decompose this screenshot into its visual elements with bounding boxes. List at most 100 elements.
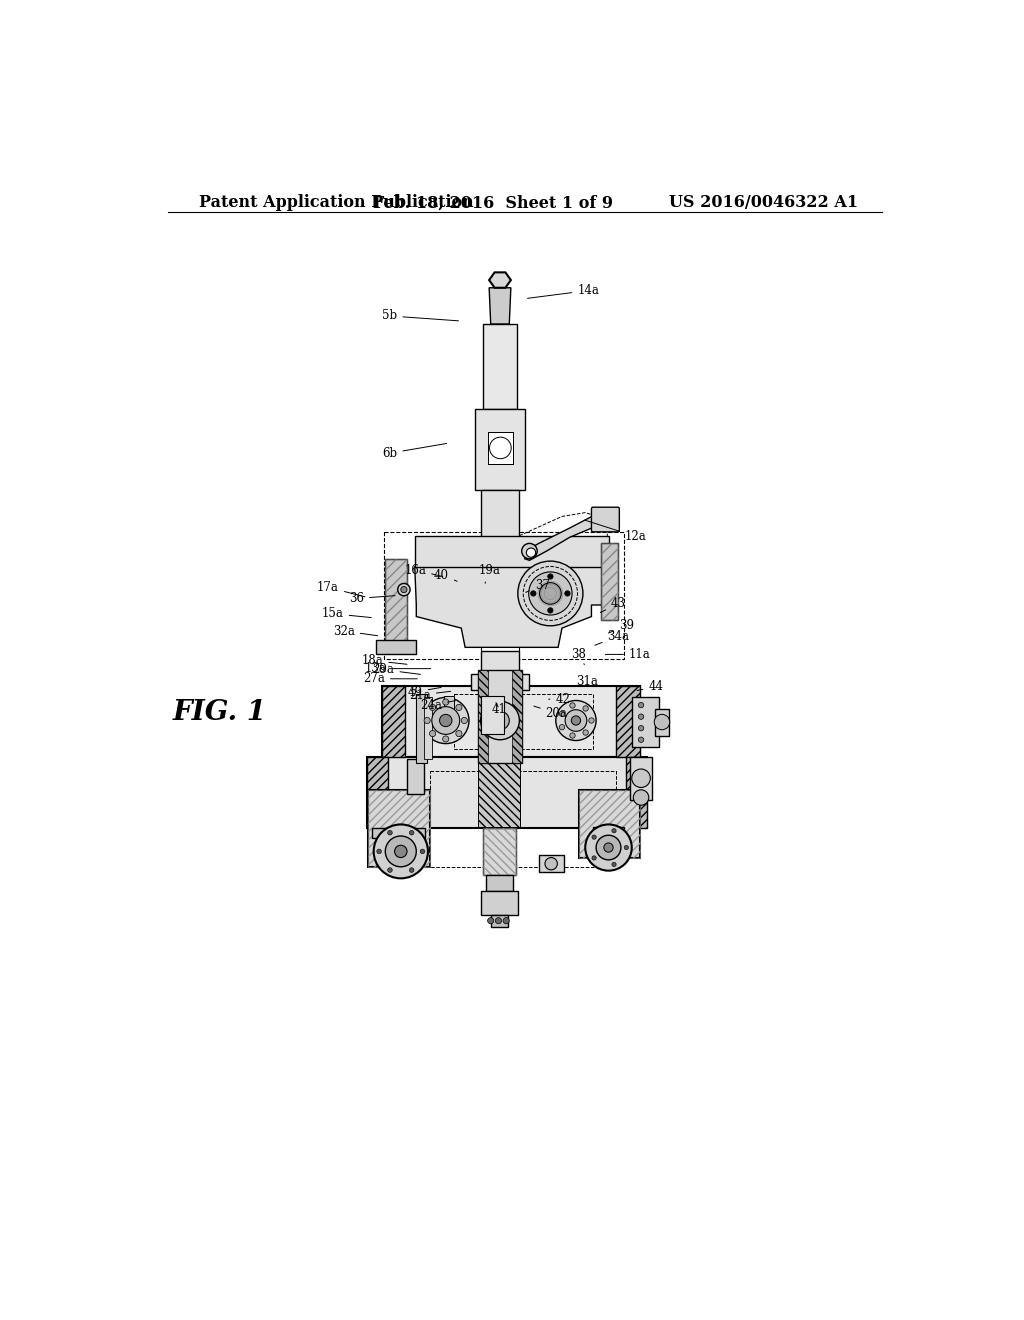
Bar	[478, 671, 487, 763]
Text: 29a: 29a	[373, 663, 421, 676]
Text: 31a: 31a	[567, 676, 598, 688]
Circle shape	[604, 843, 613, 853]
Circle shape	[569, 702, 575, 709]
Bar	[480, 651, 519, 675]
Circle shape	[589, 718, 594, 723]
Bar	[601, 544, 617, 620]
Bar	[382, 686, 640, 758]
Bar	[478, 759, 520, 826]
Bar	[367, 758, 388, 829]
Bar	[655, 709, 669, 737]
Bar	[424, 697, 432, 759]
Circle shape	[571, 715, 581, 725]
Circle shape	[496, 917, 502, 924]
Bar	[444, 696, 454, 719]
Circle shape	[456, 730, 462, 737]
Bar	[539, 855, 563, 873]
Circle shape	[633, 789, 649, 805]
Circle shape	[410, 830, 414, 836]
Circle shape	[596, 836, 621, 859]
Text: 5b: 5b	[382, 309, 459, 322]
Bar	[593, 826, 624, 850]
Circle shape	[638, 726, 644, 731]
Bar	[480, 696, 504, 734]
Circle shape	[461, 718, 467, 723]
Bar	[616, 686, 640, 758]
Circle shape	[559, 725, 564, 730]
Bar	[369, 789, 430, 867]
Text: 41: 41	[492, 702, 507, 715]
Circle shape	[638, 737, 644, 742]
Circle shape	[429, 730, 435, 737]
Text: 14a: 14a	[527, 284, 599, 298]
Circle shape	[374, 825, 428, 878]
Text: 17a: 17a	[317, 581, 365, 597]
Bar	[579, 789, 640, 858]
Bar	[512, 671, 521, 763]
Circle shape	[530, 591, 536, 597]
Bar	[417, 693, 427, 763]
Circle shape	[439, 714, 452, 726]
Circle shape	[638, 714, 644, 719]
Circle shape	[545, 858, 557, 870]
Bar	[480, 490, 519, 566]
Bar	[415, 536, 608, 566]
Circle shape	[559, 711, 564, 717]
Text: 40: 40	[434, 569, 457, 582]
Circle shape	[388, 867, 392, 873]
Circle shape	[518, 561, 583, 626]
Bar	[579, 789, 640, 858]
Circle shape	[556, 701, 596, 741]
Bar	[483, 829, 515, 874]
Circle shape	[456, 705, 462, 710]
Text: FIG. 1: FIG. 1	[172, 698, 266, 726]
Circle shape	[654, 714, 670, 730]
Circle shape	[548, 607, 553, 612]
Circle shape	[583, 730, 589, 735]
Bar	[486, 874, 513, 891]
Circle shape	[540, 582, 561, 605]
Text: 39: 39	[608, 619, 634, 634]
Circle shape	[611, 829, 616, 833]
Text: 34a: 34a	[595, 630, 630, 645]
Circle shape	[480, 701, 519, 739]
Bar	[490, 915, 508, 927]
Text: 38: 38	[571, 648, 586, 664]
Circle shape	[503, 917, 509, 924]
Text: 43: 43	[600, 597, 626, 612]
Bar	[483, 323, 490, 347]
Text: 13a: 13a	[365, 663, 431, 675]
Text: 19a: 19a	[478, 564, 500, 583]
Circle shape	[388, 830, 392, 836]
Circle shape	[489, 437, 511, 459]
Text: 21a: 21a	[410, 689, 451, 701]
Text: 49: 49	[408, 685, 441, 698]
Bar	[384, 829, 417, 855]
Text: 20a: 20a	[534, 706, 567, 719]
Circle shape	[487, 917, 494, 924]
Circle shape	[583, 706, 589, 711]
Polygon shape	[524, 511, 613, 560]
Circle shape	[394, 845, 407, 858]
Text: 42: 42	[549, 693, 570, 706]
Polygon shape	[489, 272, 511, 288]
Polygon shape	[415, 566, 608, 647]
Circle shape	[611, 862, 616, 866]
Circle shape	[625, 845, 629, 850]
Polygon shape	[489, 288, 511, 323]
Bar	[487, 432, 513, 465]
Text: 12a: 12a	[585, 520, 647, 543]
Bar	[367, 758, 647, 829]
Circle shape	[442, 737, 449, 742]
Bar	[382, 686, 406, 758]
Text: 16a: 16a	[404, 564, 442, 577]
Bar	[483, 829, 515, 874]
Circle shape	[424, 718, 430, 723]
Circle shape	[423, 697, 469, 743]
Text: 36: 36	[349, 591, 395, 605]
FancyBboxPatch shape	[592, 507, 620, 532]
Bar	[475, 409, 524, 490]
Circle shape	[592, 836, 596, 840]
Bar	[372, 829, 425, 837]
Circle shape	[632, 770, 650, 788]
